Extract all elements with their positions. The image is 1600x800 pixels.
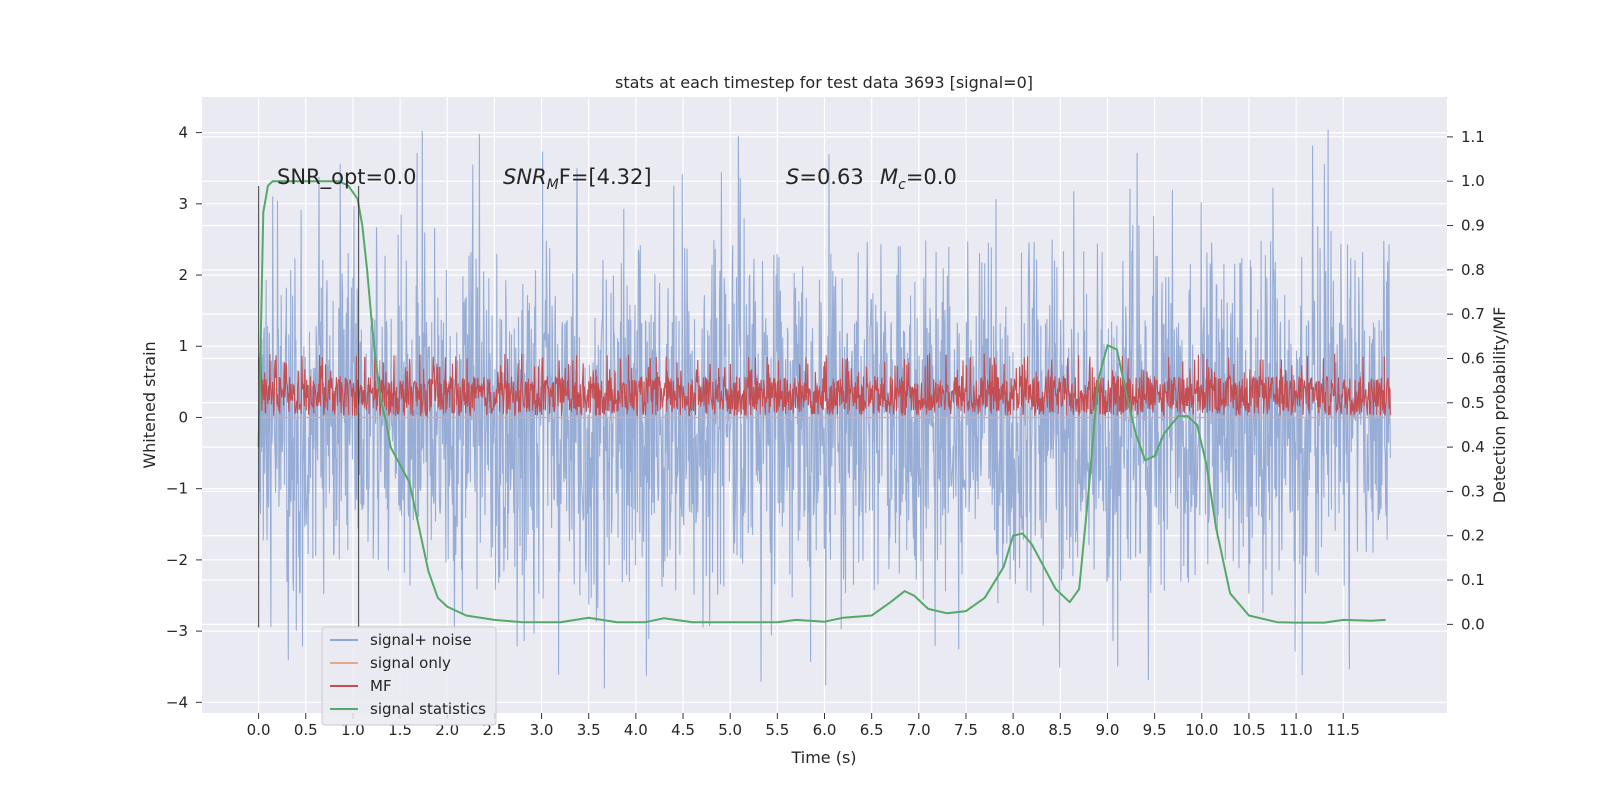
y-tick-label-right: 0.7 [1461, 305, 1485, 323]
x-tick-label: 4.5 [671, 721, 695, 739]
y-tick-label-right: 0.1 [1461, 571, 1485, 589]
x-tick-label: 0.5 [294, 721, 318, 739]
x-tick-label: 10.5 [1232, 721, 1265, 739]
annotation-mc: Mc=0.0 [880, 165, 957, 193]
annotation-snr-mf-main: SNR [503, 165, 547, 189]
y-tick-label-right: 0.2 [1461, 527, 1485, 545]
legend-box [321, 626, 497, 726]
x-tick-label: 5.0 [718, 721, 742, 739]
y-axis-label-left: Whitened strain [140, 341, 159, 468]
y-tick-label-left: 1 [178, 337, 188, 355]
x-tick-label: 11.0 [1279, 721, 1312, 739]
y-tick-label-left: −2 [166, 551, 188, 569]
y-tick-label-left: −4 [166, 693, 188, 711]
annotation-snr-mf: SNRMF=[4.32] [503, 165, 652, 193]
x-tick-label: 6.5 [860, 721, 884, 739]
x-tick-label: 5.5 [765, 721, 789, 739]
legend-label-mf: MF [370, 677, 392, 695]
annotation-mc-sub: c [898, 177, 906, 193]
x-tick-label: 9.5 [1143, 721, 1167, 739]
y-tick-label-right: 0.9 [1461, 217, 1485, 235]
y-tick-label-left: 2 [178, 266, 188, 284]
x-tick-label: 4.0 [624, 721, 648, 739]
legend-label-signal-statistics: signal statistics [370, 700, 486, 718]
x-tick-label: 8.5 [1048, 721, 1072, 739]
y-tick-label-right: 0.3 [1461, 482, 1485, 500]
x-tick-label: 6.0 [813, 721, 837, 739]
annotation-snr-mf-sub: M [547, 177, 559, 193]
y-tick-label-left: 3 [178, 195, 188, 213]
chart-title: stats at each timestep for test data 369… [615, 73, 1033, 92]
y-tick-label-right: 0.0 [1461, 615, 1485, 633]
y-tick-label-right: 0.8 [1461, 261, 1485, 279]
series-layer [257, 129, 1391, 689]
y-tick-label-left: 4 [178, 124, 188, 142]
y-tick-label-left: −1 [166, 480, 188, 498]
annotation-snr-mf-rest: F=[4.32] [559, 165, 652, 189]
x-tick-label: 11.5 [1327, 721, 1360, 739]
legend-label-signal-noise: signal+ noise [370, 631, 472, 649]
x-tick-label: 3.5 [577, 721, 601, 739]
y-tick-label-right: 1.1 [1461, 128, 1485, 146]
y-axis-label-right: Detection probability/MF [1490, 307, 1509, 504]
legend-label-signal-only: signal only [370, 654, 451, 672]
annotation-s: S=0.63 [786, 165, 864, 189]
y-tick-label-right: 0.6 [1461, 349, 1485, 367]
x-tick-label: 3.0 [530, 721, 554, 739]
y-tick-label-right: 0.5 [1461, 394, 1485, 412]
annotation-s-main: S [786, 165, 799, 189]
x-axis-label: Time (s) [790, 748, 856, 767]
axes: 0.0 0.5 1.0 1.5 2.0 2.5 3.0 3.5 4.0 4.5 5.0 5.5 6.0 6… [166, 124, 1485, 739]
annotation-s-rest: =0.63 [799, 165, 863, 189]
x-tick-label: 7.5 [954, 721, 978, 739]
y-tick-label-right: 0.4 [1461, 438, 1485, 456]
x-tick-label: 10.0 [1185, 721, 1218, 739]
vertical-markers [257, 186, 360, 628]
y-tick-label-left: 0 [178, 408, 188, 426]
series-mf [258, 353, 1391, 419]
legend: signal+ noise signal only MF signal stat… [321, 626, 497, 726]
annotation-mc-rest: =0.0 [906, 165, 957, 189]
y-tick-label-left: −3 [166, 622, 188, 640]
annotation-mc-main: M [880, 165, 898, 189]
annotation-snr-opt: SNR_opt=0.0 [277, 165, 417, 190]
x-tick-label: 8.0 [1001, 721, 1025, 739]
series-signal-statistics [257, 180, 1386, 624]
y-tick-label-right: 1.0 [1461, 172, 1485, 190]
x-tick-label: 9.0 [1096, 721, 1120, 739]
x-tick-label: 7.0 [907, 721, 931, 739]
x-tick-label: 0.0 [247, 721, 271, 739]
